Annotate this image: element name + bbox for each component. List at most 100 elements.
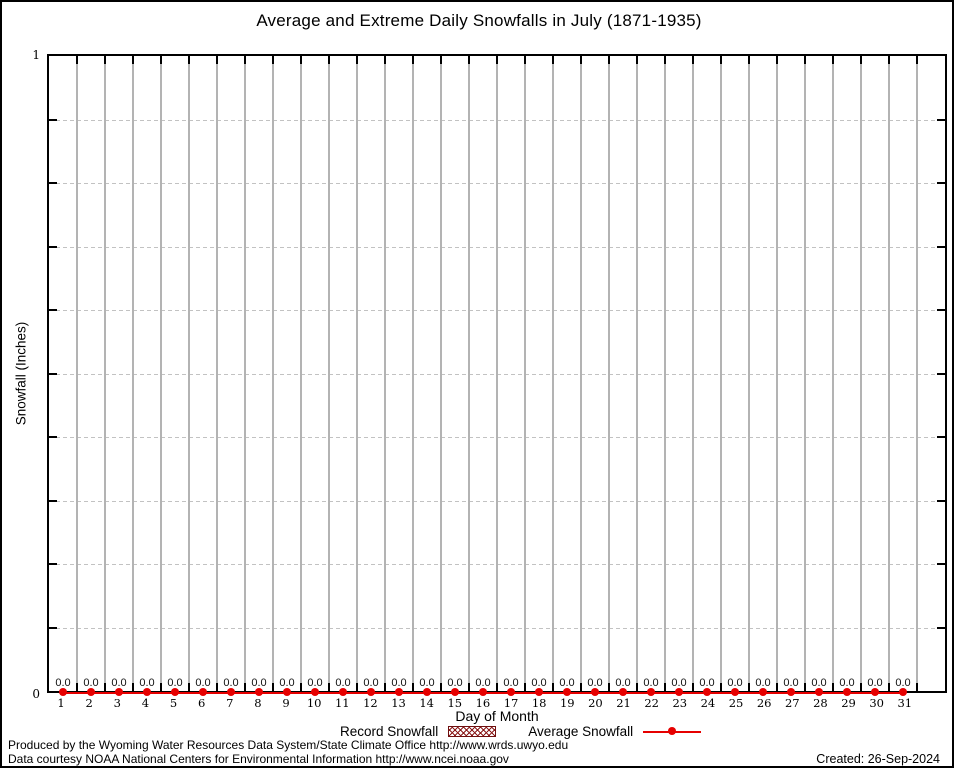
data-point-marker [563,688,571,696]
value-label: 0.0 [643,677,659,689]
plot-area: 0.0 0.0 0.0 0.0 0.0 0.0 0.0 0.0 0.0 0.0 0.0 0.0 0.0 0… [47,54,947,696]
x-tick-top [160,56,162,64]
data-point-marker [815,688,823,696]
v-gridline [916,56,918,691]
x-tick-bottom [188,683,190,691]
day-tick-label: 24 [700,696,716,710]
v-gridline [888,56,890,691]
x-tick-top [440,56,442,64]
data-point-marker [535,688,543,696]
day-tick-label: 26 [756,696,772,710]
average-snowfall-line-icon [643,727,702,736]
value-label: 0.0 [139,677,155,689]
day-tick-label: 31 [897,696,913,710]
day-tick-label: 23 [672,696,688,710]
value-label: 0.0 [783,677,799,689]
day-tick-label: 9 [282,696,290,710]
y-tick-right [937,499,945,502]
value-label: 0.0 [55,677,71,689]
value-label: 0.0 [671,677,687,689]
v-gridline [524,56,526,691]
value-label: 0.0 [167,677,183,689]
y-tick-right [937,182,945,184]
data-point-marker [843,688,851,696]
v-gridline [244,56,246,691]
x-tick-top [300,56,302,64]
y-tick-left [49,309,57,311]
legend-average-label: Average Snowfall [528,723,634,739]
data-point-marker [367,688,375,696]
day-tick-label: 27 [784,696,800,710]
x-tick-top [188,56,190,64]
chart-title: Average and Extreme Daily Snowfalls in J… [256,11,702,30]
x-tick-top [272,56,274,64]
day-tick-label: 29 [841,696,856,710]
data-point-marker [199,688,207,696]
day-tick-label: 1 [57,696,65,710]
value-label: 0.0 [447,677,463,689]
x-tick-bottom [776,683,778,691]
x-tick-top [832,56,834,64]
v-gridline [384,56,386,691]
day-tick-label: 22 [644,696,660,710]
x-tick-top [412,56,414,64]
value-label: 0.0 [279,677,295,689]
value-label: 0.0 [867,677,883,689]
v-gridline [832,56,834,691]
value-label: 0.0 [391,677,407,689]
day-tick-label: 2 [85,696,93,710]
day-tick-label: 6 [198,696,206,710]
value-label: 0.0 [559,677,575,689]
day-tick-label: 28 [813,696,828,710]
value-label: 0.0 [475,677,491,689]
value-label: 0.0 [251,677,267,689]
data-point-marker [87,688,95,696]
data-point-marker [283,688,291,696]
value-label: 0.0 [363,677,379,689]
y-axis-title: Snowfall (Inches) [7,54,35,693]
y-axis-title-text: Snowfall (Inches) [13,321,29,426]
day-tick-label: 15 [447,696,463,710]
y-tick-left [49,436,57,438]
data-point-marker [59,688,67,696]
x-tick-top [552,56,554,64]
value-label: 0.0 [615,677,631,689]
data-point-marker [311,688,319,696]
x-tick-bottom [720,683,722,691]
x-tick-top [860,56,862,64]
data-point-marker [451,688,459,696]
day-tick-label: 7 [226,696,234,710]
x-tick-top [132,56,134,64]
v-gridline [76,56,78,691]
x-tick-top [664,56,666,64]
data-point-marker [143,688,151,696]
v-gridline [216,56,218,691]
record-snowfall-swatch-icon [448,725,497,737]
x-tick-bottom [356,683,358,691]
data-point-marker [899,688,907,696]
x-tick-bottom [804,683,806,691]
value-label: 0.0 [895,677,911,689]
day-tick-label: 11 [334,696,350,710]
x-tick-top [692,56,694,64]
data-point-marker [675,688,683,696]
v-gridline [860,56,862,691]
v-gridline [608,56,610,691]
data-point-marker [731,688,739,696]
v-gridline [272,56,274,691]
data-point-marker [619,688,627,696]
day-tick-label: 30 [869,696,885,710]
y-tick-right [937,626,945,629]
y-tick-left [49,245,57,248]
data-point-marker [759,688,767,696]
y-tick-left [49,372,57,375]
x-tick-top [748,56,750,64]
v-gridline [328,56,330,691]
day-tick-label: 3 [113,696,121,710]
value-label: 0.0 [223,677,239,689]
x-tick-bottom [132,683,134,691]
value-label: 0.0 [811,677,827,689]
v-gridline [664,56,666,691]
y-tick-right [937,309,945,311]
value-label: 0.0 [727,677,743,689]
